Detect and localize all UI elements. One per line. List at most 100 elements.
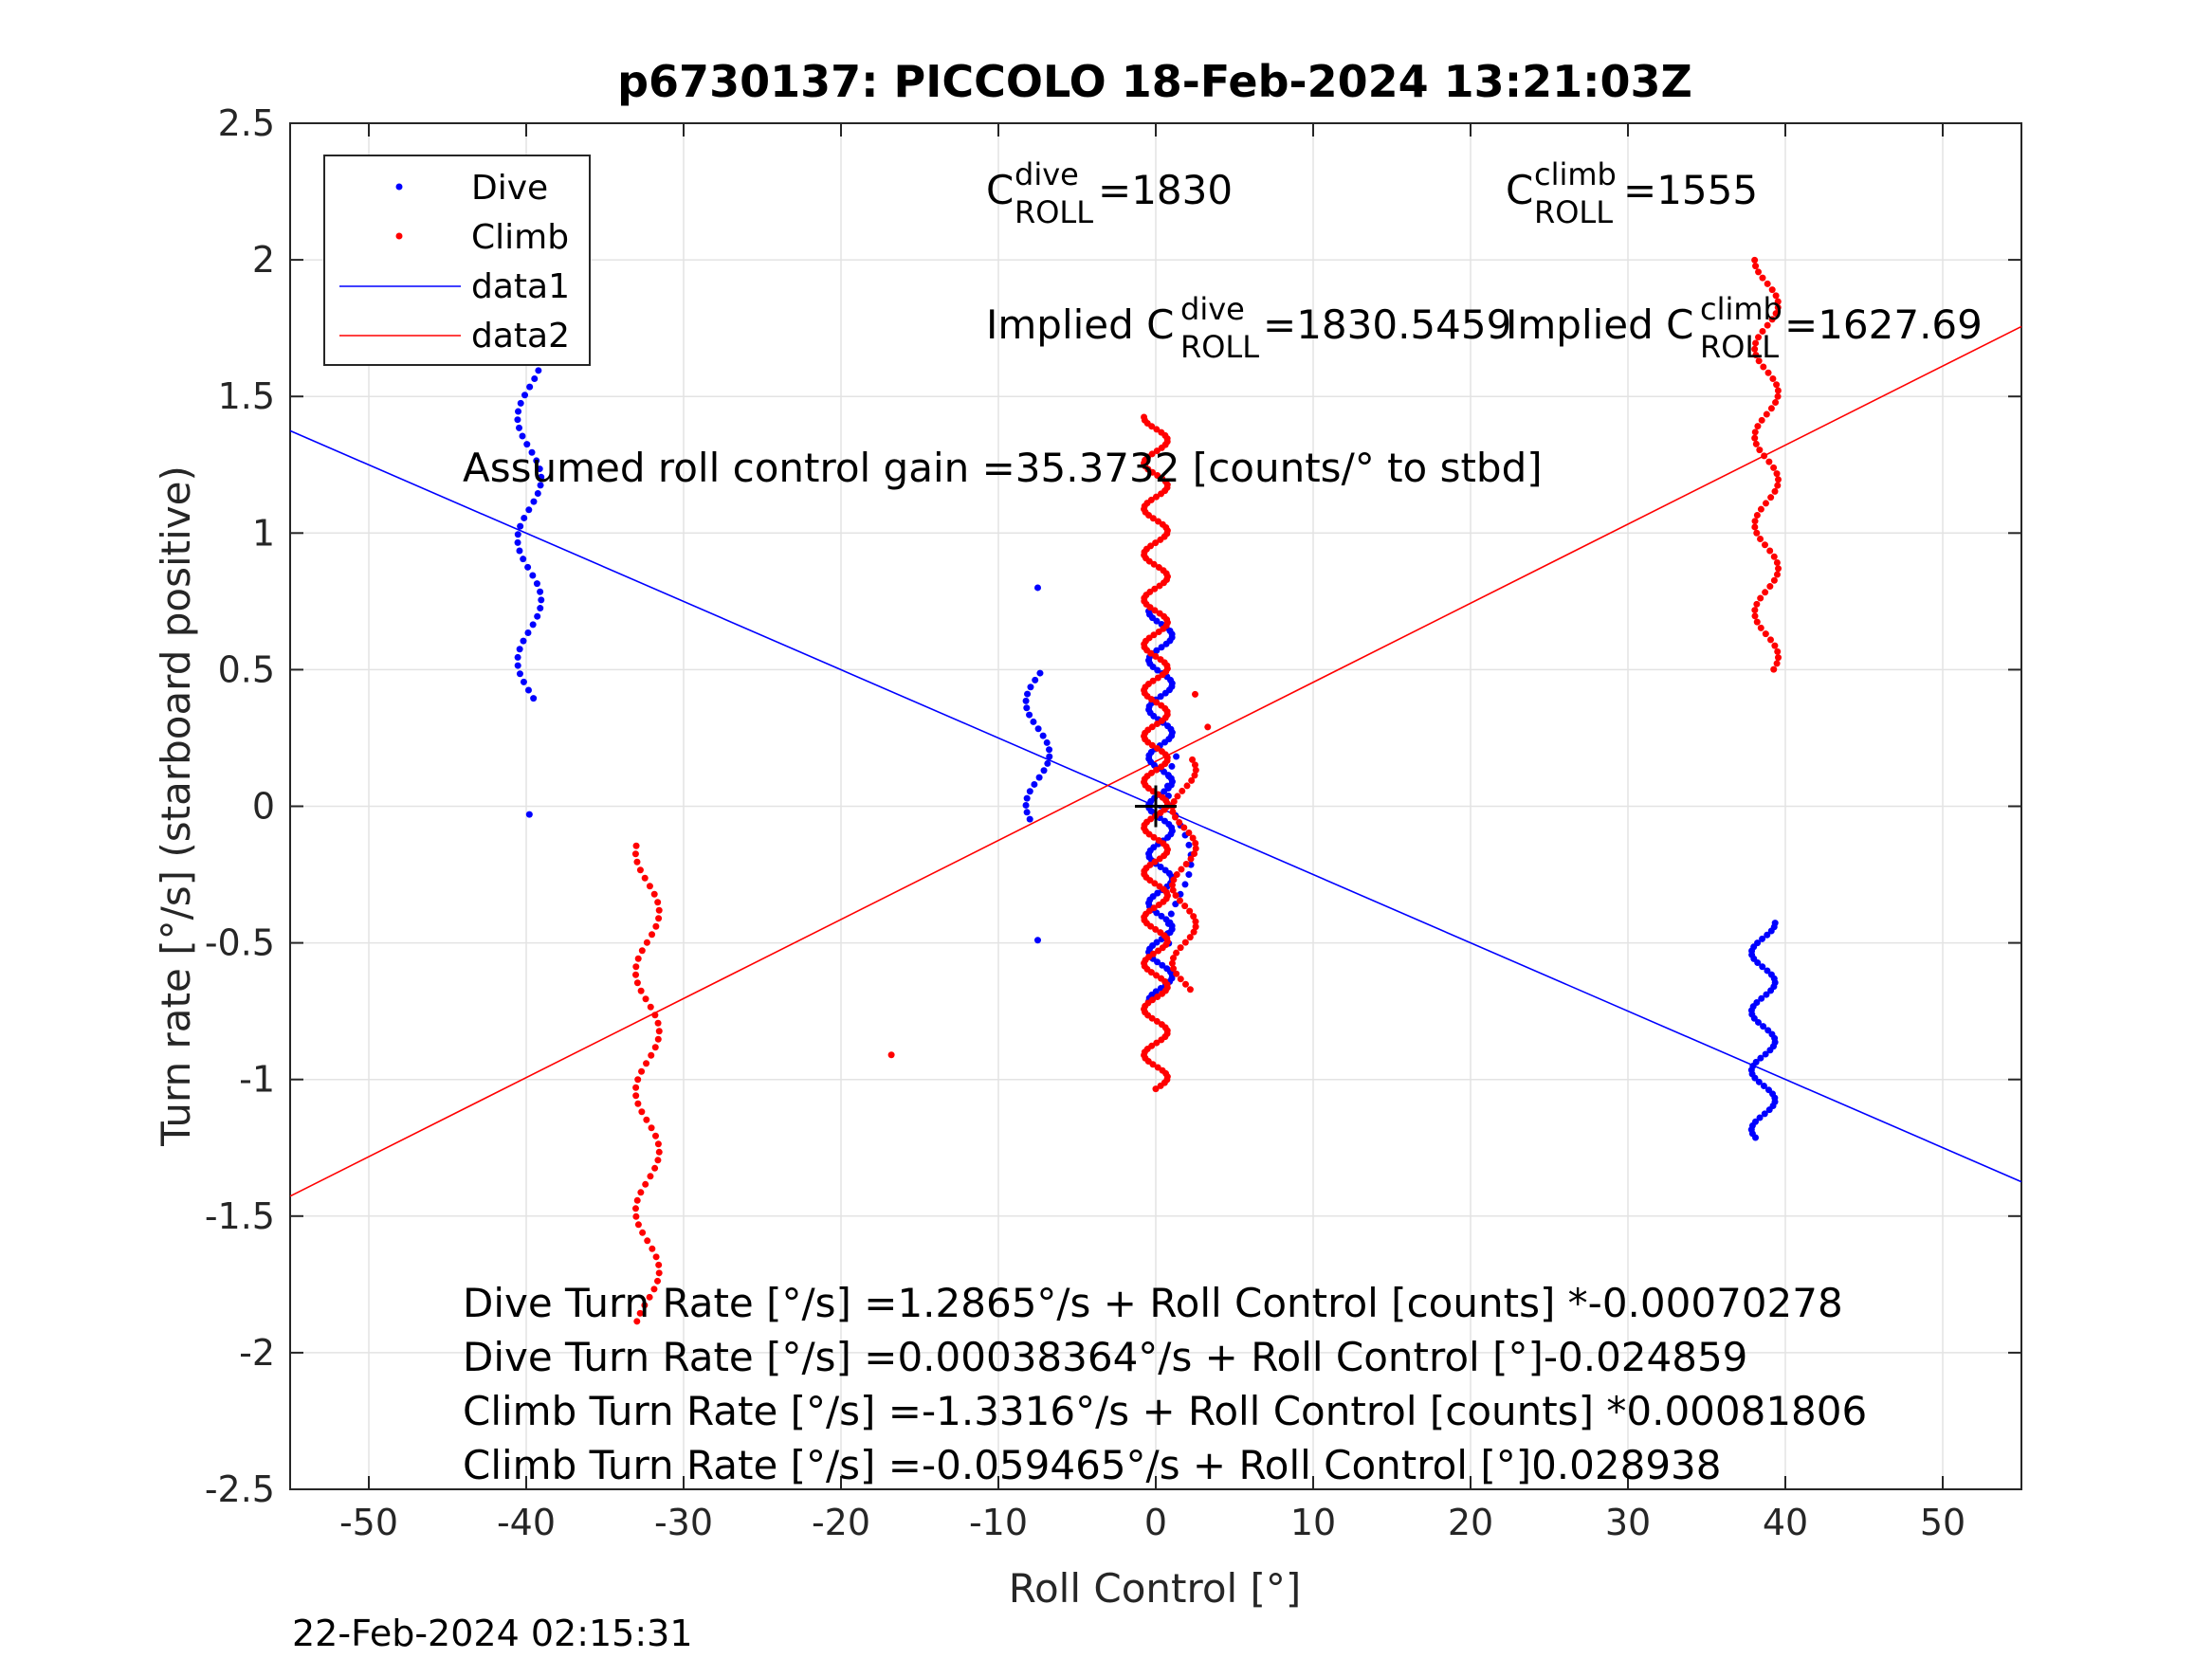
implied-climb-sub: ROLL	[1700, 329, 1779, 365]
climb-point	[1173, 970, 1180, 977]
climb-point	[1773, 559, 1781, 567]
dive-point	[534, 612, 541, 620]
climb-point	[1180, 824, 1188, 831]
dive-point	[1157, 693, 1164, 701]
climb-point	[1773, 381, 1781, 389]
dive-point	[1762, 1050, 1769, 1058]
climb-point	[652, 1253, 660, 1261]
dive-point	[1754, 939, 1762, 947]
climb-point	[1755, 268, 1763, 276]
climb-point	[1772, 310, 1780, 318]
dive-point	[1158, 912, 1165, 920]
climb-point	[1158, 1021, 1165, 1029]
dive-point	[538, 473, 545, 481]
climb-point	[654, 1035, 662, 1043]
climb-point	[648, 1051, 655, 1059]
climb-point	[1192, 918, 1199, 925]
dive-point	[1161, 866, 1169, 874]
climb-point	[1766, 636, 1774, 644]
y-tick-label: 2	[252, 239, 275, 281]
climb-point	[634, 1076, 642, 1084]
implied-climb-value: =1627.69	[1784, 301, 1983, 348]
climb-point	[1775, 654, 1782, 662]
climb-point	[1173, 871, 1180, 879]
dive-point	[1031, 780, 1038, 788]
dive-point	[516, 646, 523, 653]
climb-point	[1155, 518, 1162, 525]
climb-point	[1155, 837, 1162, 845]
climb-point	[649, 931, 656, 939]
climb-point	[1751, 607, 1759, 614]
climb-point	[1178, 866, 1185, 873]
climb-point	[1762, 630, 1769, 638]
climb-point	[1152, 1085, 1160, 1093]
dive-point	[520, 678, 527, 685]
climb-point	[1774, 298, 1782, 305]
climb-point	[634, 955, 642, 962]
dive-point	[1023, 794, 1031, 802]
climb-point	[637, 987, 645, 994]
dive-point	[537, 588, 544, 595]
dive-point	[1024, 690, 1032, 698]
implied-dive-value: =1830.5459	[1263, 301, 1511, 348]
dive-point	[1163, 782, 1171, 790]
climb-point	[1189, 756, 1197, 763]
dive-point	[521, 392, 529, 399]
climb-point	[1757, 624, 1764, 631]
climb-point	[1176, 818, 1183, 826]
dive-point	[1036, 669, 1044, 677]
implied-climb-annotation: Implied C climb ROLL =1627.69	[1506, 291, 1983, 365]
dive-point	[1046, 746, 1053, 754]
climb-point	[1169, 808, 1177, 815]
climb-point	[655, 1028, 663, 1035]
climb-point	[1762, 589, 1769, 596]
dive-point	[514, 653, 521, 661]
legend-box	[323, 155, 591, 366]
climb-point	[1186, 986, 1194, 994]
climb-point	[1174, 793, 1181, 800]
dive-point	[1764, 931, 1771, 939]
dive-point	[1764, 967, 1771, 975]
x-tick-label: 40	[1763, 1502, 1808, 1543]
climb-point	[655, 1148, 663, 1156]
climb-point	[1154, 471, 1161, 479]
dive-point	[1181, 881, 1189, 888]
climb-point	[1179, 787, 1186, 794]
dive-point	[1763, 991, 1770, 998]
climb-point	[638, 947, 646, 955]
legend-data1-label: data1	[471, 267, 570, 306]
climb-point	[1768, 286, 1776, 294]
dive-point	[1034, 937, 1041, 944]
climb-point	[643, 1116, 650, 1123]
dive-point	[1153, 647, 1161, 654]
climb-point	[1763, 410, 1770, 418]
climb-point	[1169, 886, 1177, 894]
climb-point	[1170, 965, 1178, 973]
climb-point	[1148, 723, 1156, 731]
climb-point	[1186, 907, 1194, 915]
y-tick-label: 0.5	[218, 648, 275, 690]
dive-point	[514, 416, 521, 424]
climb-point	[1150, 631, 1158, 639]
climb-point	[644, 1237, 651, 1245]
climb-point	[1153, 766, 1161, 774]
dive-point	[1152, 988, 1160, 995]
dive-point	[1161, 768, 1168, 775]
climb-point	[1169, 955, 1177, 962]
climb-point	[1751, 345, 1759, 353]
climb-point	[1192, 923, 1199, 931]
dive-point	[537, 605, 544, 612]
implied-climb-sup: climb	[1700, 291, 1782, 327]
y-tick-label: -2	[239, 1332, 275, 1374]
climb-point	[632, 1084, 640, 1091]
dive-point	[525, 811, 533, 818]
c-dive-sub: ROLL	[1015, 194, 1093, 230]
dive-point	[521, 514, 528, 521]
climb-point	[1191, 772, 1198, 779]
dive-point	[537, 482, 544, 489]
dive-point	[515, 408, 522, 415]
climb-point	[1151, 880, 1159, 887]
c-dive-value: =1830	[1098, 167, 1233, 213]
dive-point	[1046, 753, 1053, 760]
dive-point	[517, 399, 524, 407]
